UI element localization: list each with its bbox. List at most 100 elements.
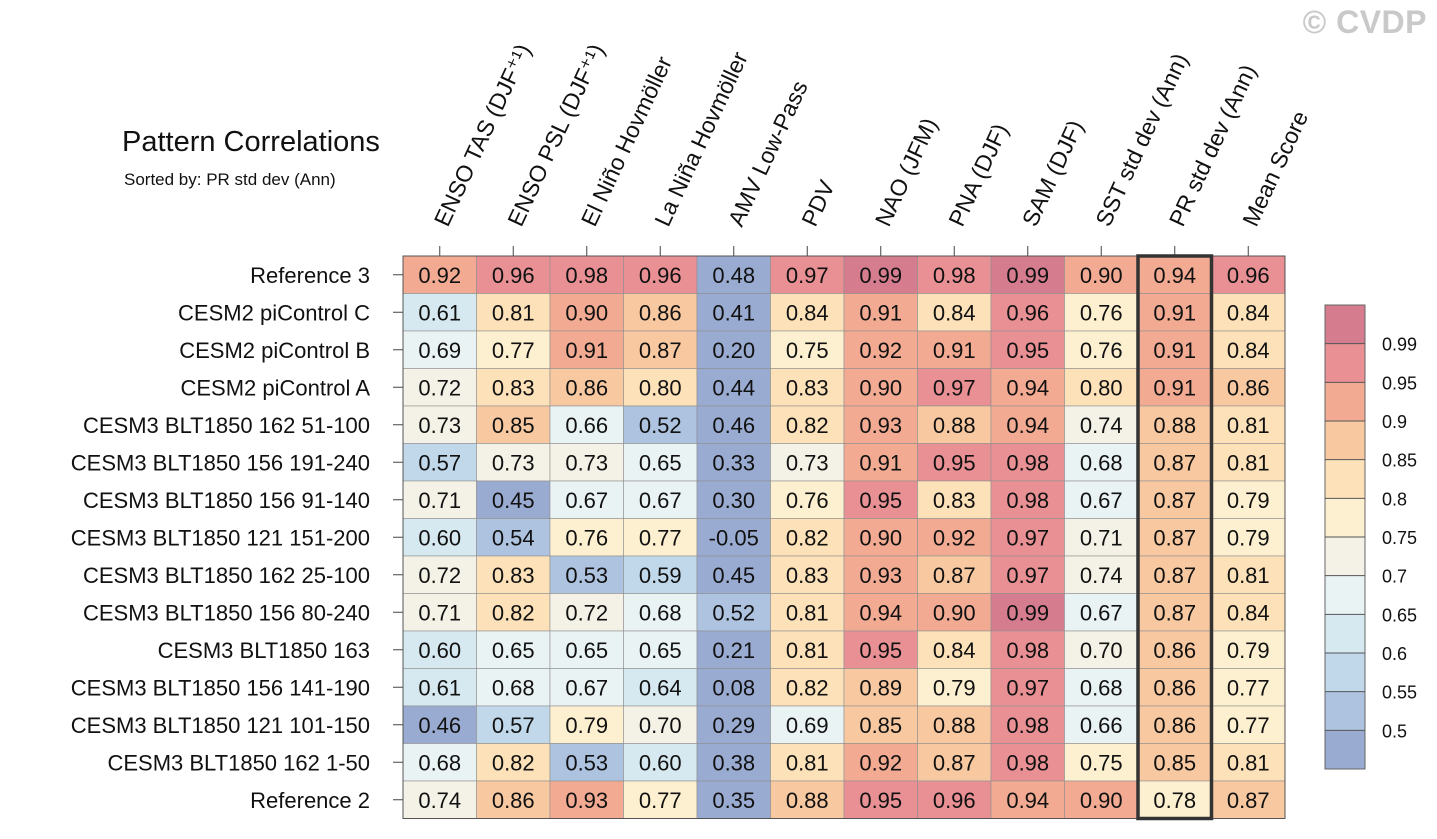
cell-value-label: 0.82 [786, 413, 829, 438]
heatmap-cell [696, 443, 771, 482]
cell-value-label: 0.65 [639, 638, 682, 663]
cell-value-label: 0.98 [1006, 450, 1049, 475]
cell-value-label: 0.65 [639, 450, 682, 475]
heatmap-cell [770, 518, 845, 557]
cell-value-label: 0.68 [418, 750, 461, 775]
cell-value-label: 0.83 [786, 375, 829, 400]
colorbar-tick-label: 0.85 [1382, 451, 1417, 471]
cell-value-label: 0.35 [712, 788, 755, 813]
watermark: © CVDP [1302, 4, 1427, 40]
cell-value-label: 0.98 [1006, 638, 1049, 663]
heatmap-cell [1137, 480, 1212, 519]
heatmap-cell [990, 518, 1065, 557]
cell-value-label: 0.67 [565, 675, 608, 700]
heatmap-cell [990, 630, 1065, 669]
cell-value-label: 0.30 [712, 488, 755, 513]
heatmap-cell [1137, 405, 1212, 444]
heatmap-cell [402, 330, 477, 369]
heatmap-cell [476, 555, 551, 594]
heatmap-cell [843, 668, 918, 707]
heatmap-cell [1064, 518, 1139, 557]
cell-value-label: 0.89 [859, 675, 902, 700]
colorbar-tick-label: 0.8 [1382, 489, 1407, 509]
cell-value-label: 0.76 [565, 525, 608, 550]
cell-value-label: 0.64 [639, 675, 682, 700]
cell-value-label: 0.86 [565, 375, 608, 400]
cell-value-label: 0.90 [859, 375, 902, 400]
heatmap-cell [1137, 293, 1212, 332]
cell-value-label: 0.81 [492, 300, 535, 325]
cell-value-label: 0.83 [786, 563, 829, 588]
row-label: CESM2 piControl C [178, 300, 370, 325]
cell-value-label: 0.60 [418, 638, 461, 663]
cell-value-label: 0.77 [492, 338, 535, 363]
heatmap-cell-labels: 0.92 0.96 0.98 0.96 0.48 0.97 0.99 0.98 0.99 0.90… [418, 263, 1269, 813]
cell-value-label: 0.52 [639, 413, 682, 438]
cell-value-label: 0.82 [492, 750, 535, 775]
cell-value-label: 0.88 [933, 713, 976, 738]
heatmap-cell [1064, 593, 1139, 632]
cell-value-label: 0.74 [1080, 563, 1123, 588]
cell-value-label: 0.90 [859, 525, 902, 550]
cell-value-label: 0.52 [712, 600, 755, 625]
cell-value-label: 0.96 [933, 788, 976, 813]
heatmap-cells [402, 255, 1286, 819]
heatmap-cell [696, 518, 771, 557]
row-label: CESM3 BLT1850 163 [158, 638, 370, 663]
cell-value-label: 0.45 [492, 488, 535, 513]
colorbar-tick-label: 0.6 [1382, 644, 1407, 664]
heatmap-cell [549, 368, 624, 407]
cell-value-label: 0.97 [933, 375, 976, 400]
heatmap-cell [770, 443, 845, 482]
colorbar-segment [1325, 498, 1365, 537]
heatmap-cell [1137, 255, 1212, 294]
heatmap-cell [770, 593, 845, 632]
cell-value-label: 0.79 [1227, 525, 1270, 550]
cell-value-label: 0.86 [1153, 638, 1196, 663]
heatmap-cell [1137, 668, 1212, 707]
cell-value-label: 0.65 [565, 638, 608, 663]
cell-value-label: 0.91 [565, 338, 608, 363]
cell-value-label: 0.67 [1080, 488, 1123, 513]
cell-value-label: 0.77 [1227, 675, 1270, 700]
cell-value-label: 0.46 [418, 713, 461, 738]
row-label: CESM3 BLT1850 121 151-200 [71, 525, 370, 550]
heatmap-cell [1211, 630, 1286, 669]
colorbar-tick-label: 0.55 [1382, 683, 1417, 703]
colorbar-tick-label: 0.5 [1382, 721, 1407, 741]
cell-value-label: 0.54 [492, 525, 535, 550]
cell-value-label: 0.95 [933, 450, 976, 475]
cell-value-label: 0.76 [786, 488, 829, 513]
cell-value-label: 0.96 [1006, 300, 1049, 325]
cell-value-label: 0.87 [1153, 563, 1196, 588]
heatmap-cell [990, 668, 1065, 707]
cell-value-label: 0.99 [1006, 263, 1049, 288]
heatmap-cell [770, 368, 845, 407]
colorbar-tick-label: 0.95 [1382, 373, 1417, 393]
heatmap-cell [402, 668, 477, 707]
column-labels: ENSO TAS (DJF⁺¹)ENSO PSL (DJF⁺¹)El Niño … [429, 40, 1313, 256]
heatmap-cell [696, 555, 771, 594]
cell-value-label: 0.72 [418, 563, 461, 588]
cell-value-label: 0.87 [1153, 450, 1196, 475]
cell-value-label: 0.84 [786, 300, 829, 325]
cell-value-label: 0.85 [1153, 750, 1196, 775]
colorbar-tick-label: 0.9 [1382, 412, 1407, 432]
heatmap-cell [917, 743, 992, 782]
cell-value-label: 0.98 [565, 263, 608, 288]
heatmap-cell [623, 443, 698, 482]
heatmap-border [402, 255, 1286, 819]
cell-value-label: 0.87 [639, 338, 682, 363]
cell-value-label: 0.72 [565, 600, 608, 625]
cell-value-label: 0.93 [565, 788, 608, 813]
heatmap-cell [549, 593, 624, 632]
heatmap-cell [549, 480, 624, 519]
cell-value-label: 0.87 [1227, 788, 1270, 813]
heatmap-cell [1064, 668, 1139, 707]
cell-value-label: 0.98 [1006, 713, 1049, 738]
heatmap-cell [549, 780, 624, 819]
cell-value-label: 0.77 [639, 525, 682, 550]
chart-subtitle: Sorted by: PR std dev (Ann) [124, 170, 336, 189]
cell-value-label: 0.86 [639, 300, 682, 325]
cell-value-label: 0.71 [418, 488, 461, 513]
